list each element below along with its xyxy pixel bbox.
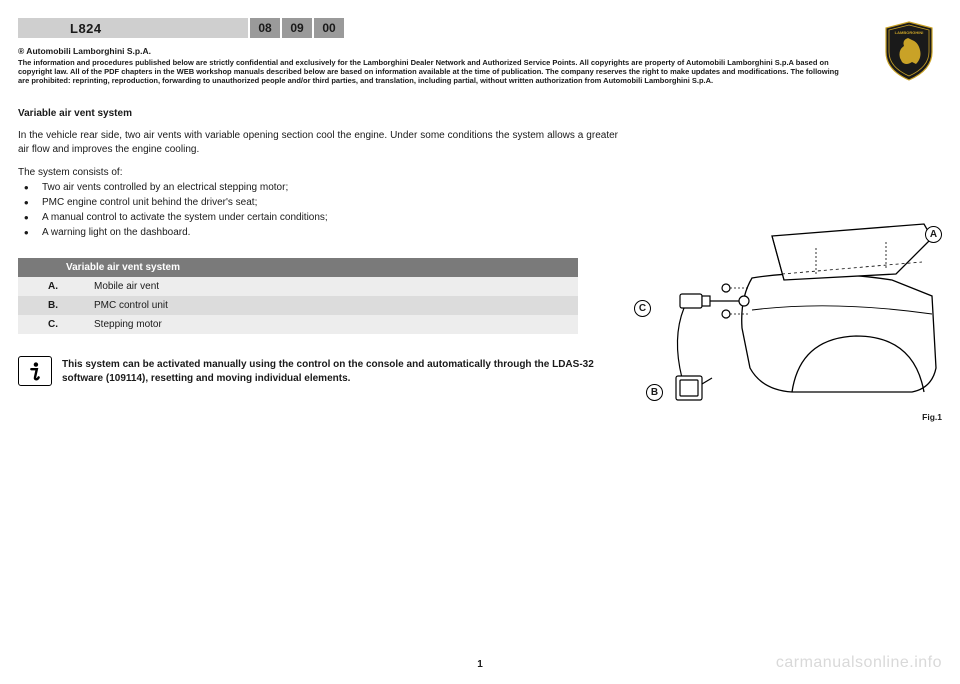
list-intro: The system consists of: <box>18 167 618 178</box>
copyright-title: ® Automobili Lamborghini S.p.A. <box>18 46 848 57</box>
list-item: Two air vents controlled by an electrica… <box>18 180 618 195</box>
list-item: A warning light on the dashboard. <box>18 225 618 240</box>
row-val: Stepping motor <box>88 315 578 334</box>
row-key: B. <box>18 296 88 315</box>
header-segment-1: 08 <box>248 18 280 38</box>
component-table: Variable air vent system A. Mobile air v… <box>18 258 578 334</box>
callout-a: A <box>925 226 942 243</box>
copyright-body: The information and procedures published… <box>18 58 848 86</box>
callout-b: B <box>646 384 663 401</box>
table-row: A. Mobile air vent <box>18 277 578 296</box>
component-list: Two air vents controlled by an electrica… <box>18 180 618 240</box>
row-key: A. <box>18 277 88 296</box>
row-val: Mobile air vent <box>88 277 578 296</box>
info-note: This system can be activated manually us… <box>18 356 618 386</box>
info-text: This system can be activated manually us… <box>62 356 618 385</box>
info-icon <box>18 356 52 386</box>
list-item: PMC engine control unit behind the drive… <box>18 195 618 210</box>
figure-label: Fig.1 <box>922 412 942 422</box>
main-content: Variable air vent system In the vehicle … <box>18 108 618 386</box>
list-item: A manual control to activate the system … <box>18 210 618 225</box>
callout-c: C <box>634 300 651 317</box>
row-val: PMC control unit <box>88 296 578 315</box>
document-header: L824 08 09 00 <box>18 18 344 38</box>
lamborghini-logo: LAMBORGHINI <box>882 20 936 82</box>
header-segment-3: 00 <box>312 18 344 38</box>
table-row: C. Stepping motor <box>18 315 578 334</box>
table-row: B. PMC control unit <box>18 296 578 315</box>
watermark: carmanualsonline.info <box>776 654 942 672</box>
figure-1: A C B Fig.1 <box>632 218 944 418</box>
copyright-block: ® Automobili Lamborghini S.p.A. The info… <box>18 46 848 86</box>
svg-text:LAMBORGHINI: LAMBORGHINI <box>895 30 924 35</box>
model-code: L824 <box>70 21 102 36</box>
intro-paragraph: In the vehicle rear side, two air vents … <box>18 129 618 157</box>
header-gray-block: L824 <box>18 18 248 38</box>
section-title: Variable air vent system <box>18 108 618 119</box>
header-segment-2: 09 <box>280 18 312 38</box>
table-header: Variable air vent system <box>18 258 578 277</box>
row-key: C. <box>18 315 88 334</box>
page-number: 1 <box>477 659 483 670</box>
